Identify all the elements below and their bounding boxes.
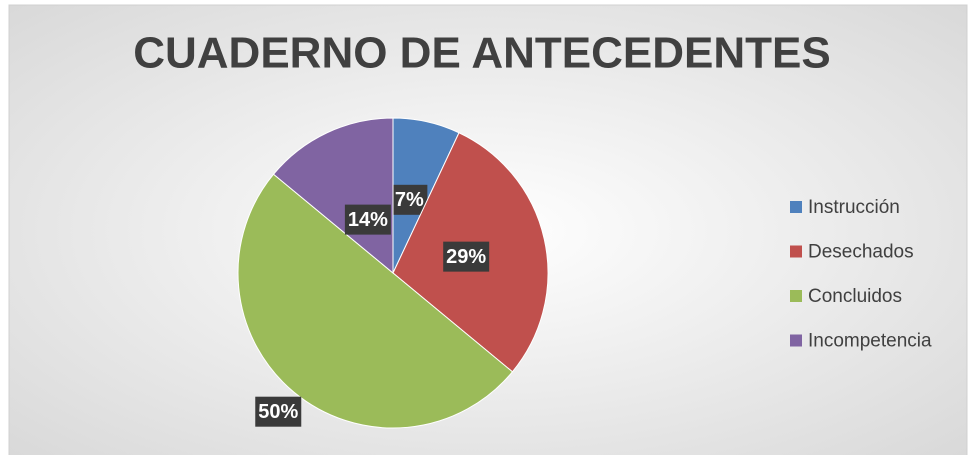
legend-label: Instrucción (808, 197, 900, 218)
legend-label: Desechados (808, 242, 914, 263)
data-label-box (255, 396, 302, 427)
data-label: 50% (258, 401, 298, 423)
legend-swatch (790, 334, 802, 347)
legend-swatch (790, 201, 802, 213)
legend-label: Concluidos (808, 286, 902, 307)
data-label-box (344, 204, 391, 235)
data-label: 29% (446, 246, 486, 268)
legend-swatch (790, 245, 802, 258)
data-label: 14% (348, 209, 388, 231)
data-label: 7% (395, 189, 424, 211)
data-label-box (443, 241, 490, 272)
data-label-box (391, 184, 428, 215)
pie-slice (237, 173, 514, 429)
chart-title: CUADERNO DE ANTECEDENTES (133, 29, 831, 78)
legend-label: Incompetencia (808, 331, 932, 352)
legend-swatch (790, 290, 802, 302)
